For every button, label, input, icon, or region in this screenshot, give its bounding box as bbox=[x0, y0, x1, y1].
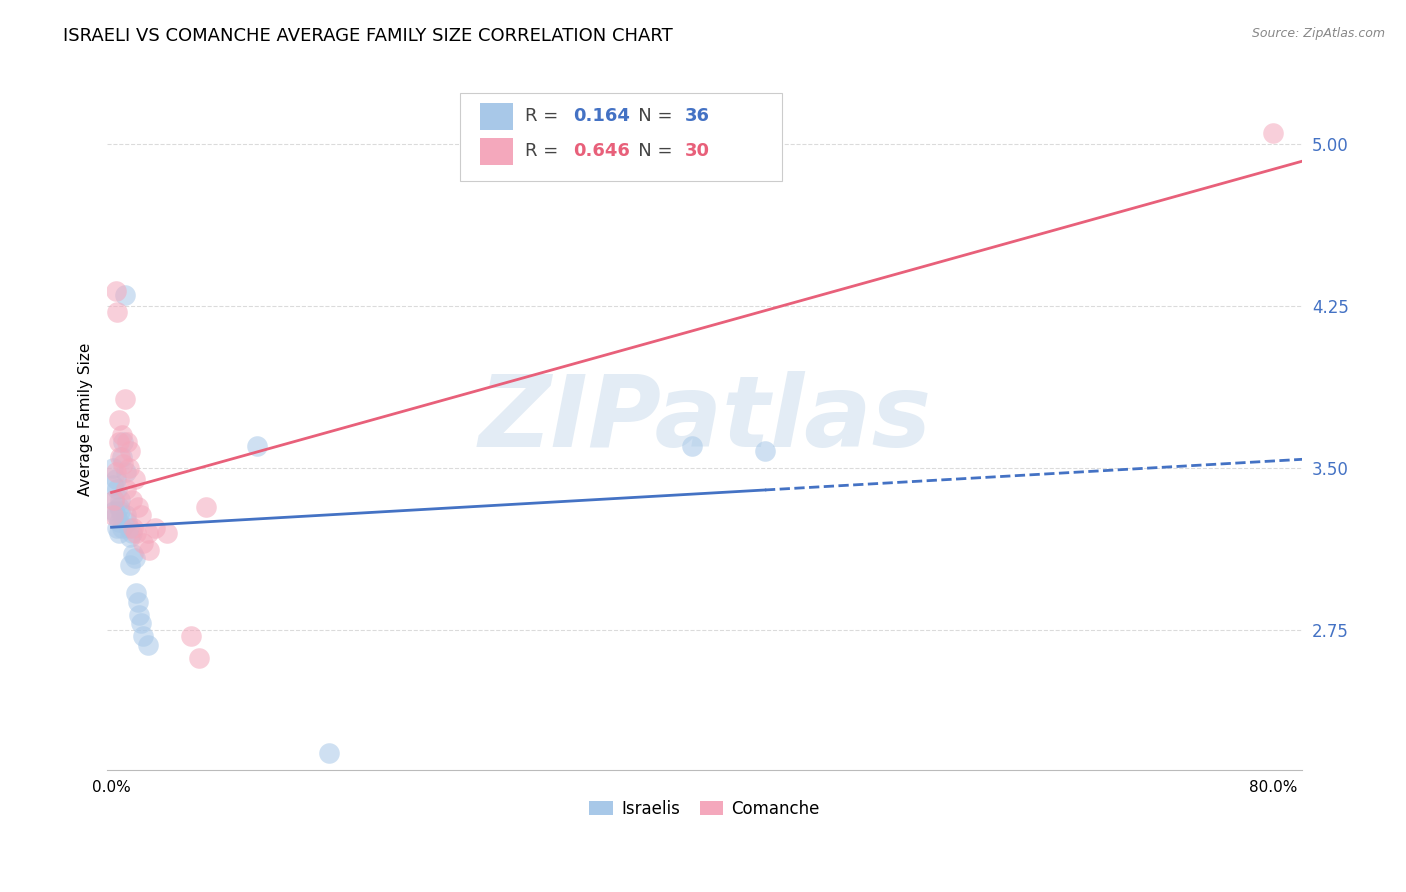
Point bbox=[124, 551, 146, 566]
Point bbox=[112, 457, 135, 471]
Point bbox=[122, 547, 145, 561]
Point bbox=[115, 483, 138, 497]
Point bbox=[107, 500, 129, 514]
Text: ZIPatlas: ZIPatlas bbox=[478, 371, 931, 467]
Point bbox=[103, 493, 125, 508]
Point bbox=[120, 530, 142, 544]
Point bbox=[111, 428, 134, 442]
Text: N =: N = bbox=[621, 143, 678, 161]
Legend: Israelis, Comanche: Israelis, Comanche bbox=[582, 794, 827, 825]
Bar bbox=[479, 103, 513, 129]
Point bbox=[114, 392, 136, 406]
Point bbox=[112, 434, 135, 449]
Point bbox=[110, 493, 132, 508]
Point bbox=[104, 465, 127, 479]
Point bbox=[121, 525, 143, 540]
Point bbox=[180, 629, 202, 643]
Point bbox=[194, 500, 217, 514]
Text: R =: R = bbox=[526, 107, 564, 125]
Text: 0.164: 0.164 bbox=[574, 107, 630, 125]
Point bbox=[318, 746, 340, 760]
Point bbox=[138, 542, 160, 557]
Point bbox=[103, 493, 125, 508]
Point bbox=[132, 629, 155, 643]
Point bbox=[105, 483, 128, 497]
Point bbox=[107, 515, 129, 529]
Point bbox=[118, 460, 141, 475]
Point bbox=[103, 504, 125, 518]
Point bbox=[246, 439, 269, 453]
Point bbox=[121, 493, 143, 508]
Point bbox=[122, 521, 145, 535]
Point bbox=[128, 607, 150, 622]
Point bbox=[111, 450, 134, 464]
Point bbox=[101, 478, 124, 492]
Point bbox=[107, 525, 129, 540]
Point bbox=[111, 521, 134, 535]
Point bbox=[129, 508, 152, 523]
Point bbox=[105, 305, 128, 319]
Point bbox=[127, 594, 149, 608]
FancyBboxPatch shape bbox=[460, 93, 782, 181]
Text: Source: ZipAtlas.com: Source: ZipAtlas.com bbox=[1251, 27, 1385, 40]
Point bbox=[115, 465, 138, 479]
Point bbox=[120, 558, 142, 572]
Point bbox=[136, 638, 159, 652]
Point bbox=[101, 508, 124, 523]
Text: R =: R = bbox=[526, 143, 564, 161]
Point bbox=[136, 525, 159, 540]
Text: N =: N = bbox=[621, 107, 678, 125]
Point bbox=[117, 515, 139, 529]
Bar bbox=[479, 138, 513, 165]
Point bbox=[681, 439, 703, 453]
Point bbox=[110, 450, 132, 464]
Point bbox=[124, 472, 146, 486]
Point bbox=[120, 443, 142, 458]
Point bbox=[118, 521, 141, 535]
Point bbox=[107, 413, 129, 427]
Point bbox=[101, 460, 124, 475]
Text: 36: 36 bbox=[685, 107, 710, 125]
Point bbox=[107, 434, 129, 449]
Point bbox=[117, 434, 139, 449]
Point bbox=[125, 525, 148, 540]
Point bbox=[110, 504, 132, 518]
Point bbox=[754, 443, 776, 458]
Y-axis label: Average Family Size: Average Family Size bbox=[79, 343, 93, 496]
Point bbox=[125, 586, 148, 600]
Point bbox=[187, 650, 209, 665]
Point bbox=[1263, 126, 1285, 140]
Point bbox=[132, 536, 155, 550]
Point bbox=[156, 525, 179, 540]
Point bbox=[129, 616, 152, 631]
Point bbox=[104, 508, 127, 523]
Text: 30: 30 bbox=[685, 143, 710, 161]
Point bbox=[105, 521, 128, 535]
Text: 0.646: 0.646 bbox=[574, 143, 630, 161]
Point bbox=[104, 472, 127, 486]
Point bbox=[143, 521, 166, 535]
Point bbox=[115, 508, 138, 523]
Text: ISRAELI VS COMANCHE AVERAGE FAMILY SIZE CORRELATION CHART: ISRAELI VS COMANCHE AVERAGE FAMILY SIZE … bbox=[63, 27, 673, 45]
Point bbox=[114, 288, 136, 302]
Point bbox=[104, 284, 127, 298]
Point bbox=[127, 500, 149, 514]
